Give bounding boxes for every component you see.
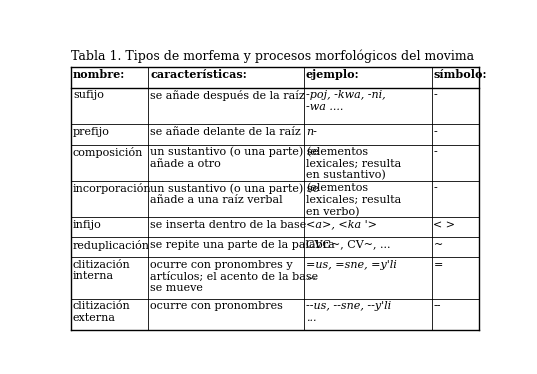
Text: ~: ~ (433, 240, 442, 250)
Text: -: - (433, 183, 437, 193)
Text: sufijo: sufijo (73, 91, 104, 100)
Text: ocurre con pronombres y
artículos; el acento de la base
se mueve: ocurre con pronombres y artículos; el ac… (150, 260, 318, 293)
Text: -: - (433, 91, 437, 100)
Text: infijo: infijo (73, 220, 101, 230)
Text: -: - (433, 147, 437, 157)
Text: n-: n- (306, 127, 317, 137)
Text: -: - (433, 127, 437, 137)
Text: <a>, <ka '>: <a>, <ka '> (306, 220, 377, 230)
Text: símbolo:: símbolo: (433, 69, 487, 80)
Text: se repite una parte de la palabra: se repite una parte de la palabra (150, 240, 335, 250)
Text: ejemplo:: ejemplo: (306, 69, 359, 80)
Text: (elementos
lexicales; resulta
en verbo): (elementos lexicales; resulta en verbo) (306, 183, 401, 217)
Text: se añade después de la raíz: se añade después de la raíz (150, 91, 305, 101)
Text: prefijo: prefijo (73, 127, 110, 137)
Text: ocurre con pronombres: ocurre con pronombres (150, 301, 283, 312)
Text: (elementos
lexicales; resulta
en sustantivo): (elementos lexicales; resulta en sustant… (306, 147, 401, 181)
Text: composición: composición (73, 147, 143, 158)
Text: -poj, -kwa, -ni,
-wa ....: -poj, -kwa, -ni, -wa .... (306, 91, 386, 112)
Text: reduplicación: reduplicación (73, 240, 150, 251)
Text: se inserta dentro de la base: se inserta dentro de la base (150, 220, 306, 230)
Text: CVC~, CV~, ...: CVC~, CV~, ... (306, 240, 390, 250)
Text: =: = (433, 260, 443, 270)
Text: características:: características: (150, 69, 247, 80)
Text: =us, =sne, =y'li
...: =us, =sne, =y'li ... (306, 260, 396, 281)
Text: nombre:: nombre: (73, 69, 125, 80)
Text: Tabla 1. Tipos de morfema y procesos morfológicos del movima: Tabla 1. Tipos de morfema y procesos mor… (71, 49, 474, 63)
Text: clitización
externa: clitización externa (73, 301, 130, 323)
Text: < >: < > (433, 220, 455, 230)
Text: incorporación: incorporación (73, 183, 151, 194)
Text: --us, --sne, --y'li
...: --us, --sne, --y'li ... (306, 301, 391, 323)
Text: --: -- (433, 301, 441, 312)
Text: un sustantivo (o una parte) se
añade a una raíz verbal: un sustantivo (o una parte) se añade a u… (150, 183, 319, 205)
Text: se añade delante de la raíz: se añade delante de la raíz (150, 127, 301, 137)
Text: clitización
interna: clitización interna (73, 260, 130, 281)
Text: un sustantivo (o una parte) se
añade a otro: un sustantivo (o una parte) se añade a o… (150, 147, 319, 169)
